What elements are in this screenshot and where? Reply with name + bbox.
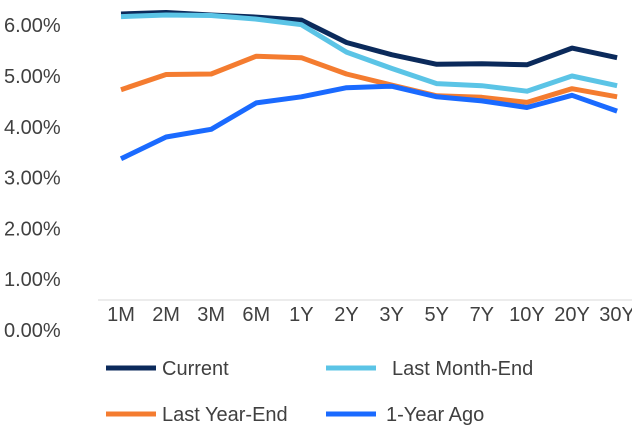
series-lines [119,10,618,162]
series-line-1 [120,10,618,68]
y-tick-label: 6.00% [4,15,61,37]
x-tick-label: 1M [107,304,135,326]
series-line-4 [119,83,618,162]
y-axis-tick-labels: 0.00% 1.00% 2.00% 3.00% 4.00% 5.00% 6.00% [4,15,61,342]
legend-label: Current [162,358,229,380]
y-tick-label: 3.00% [4,168,61,190]
x-tick-label: 30Y [599,304,632,326]
y-tick-label: 1.00% [4,269,61,291]
x-tick-label: 5Y [424,304,448,326]
legend-label: Last Year-End [162,404,288,425]
y-tick-label: 5.00% [4,66,61,88]
x-tick-label: 10Y [509,304,545,326]
y-tick-label: 4.00% [4,117,61,139]
x-tick-label: 7Y [470,304,494,326]
x-tick-label: 1Y [289,304,313,326]
legend: Current Last Month-End Last Year-End 1-Year… [106,358,533,425]
y-tick-label: 2.00% [4,218,61,240]
x-tick-label: 2Y [334,304,358,326]
x-tick-label: 2M [152,304,180,326]
series-line-2 [120,12,618,94]
x-tick-label: 20Y [554,304,590,326]
legend-label: Last Month-End [392,358,533,380]
x-axis-tick-labels: 1M 2M 3M 6M 1Y 2Y 3Y 5Y 7Y 10Y 20Y 30Y [107,304,632,326]
series-line-3 [120,53,618,105]
legend-label: 1-Year Ago [386,404,484,425]
x-tick-label: 3M [197,304,225,326]
x-tick-label: 6M [242,304,270,326]
y-tick-label: 0.00% [4,320,61,342]
x-tick-label: 3Y [379,304,403,326]
